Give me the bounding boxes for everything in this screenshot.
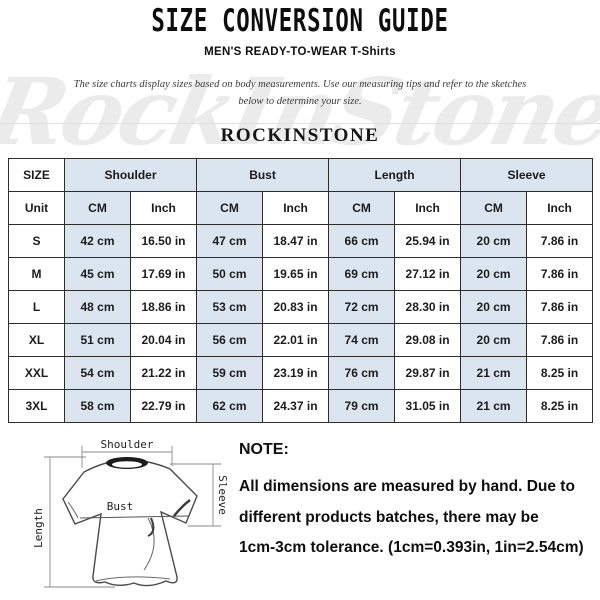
size-cell: XL: [8, 323, 65, 357]
cm-value-cell: 53 cm: [196, 290, 264, 324]
col-header-size: SIZE: [8, 158, 65, 192]
cm-value-cell: 74 cm: [328, 323, 396, 357]
diagram-shoulder-label: Shoulder: [101, 438, 154, 451]
table-row: M 45 cm 17.69 in 50 cm 19.65 in 69 cm 27.12 in…: [8, 257, 594, 291]
inch-value-cell: 24.37 in: [262, 389, 330, 423]
note-line-1: All dimensions are measured by hand. Due…: [239, 478, 575, 495]
unit-header: Unit: [8, 191, 65, 225]
cm-value-cell: 21 cm: [460, 356, 528, 390]
cm-value-cell: 48 cm: [64, 290, 131, 324]
cm-value-cell: 59 cm: [196, 356, 264, 390]
size-cell: M: [8, 257, 65, 291]
cm-value-cell: 79 cm: [328, 389, 396, 423]
inch-value-cell: 8.25 in: [526, 356, 594, 390]
inch-header-sleeve: Inch: [526, 191, 594, 225]
cm-value-cell: 47 cm: [196, 224, 264, 258]
note-line-3: 1cm-3cm tolerance. (1cm=0.393in, 1in=2.5…: [239, 539, 584, 556]
inch-value-cell: 21.22 in: [129, 356, 198, 390]
inch-value-cell: 16.50 in: [129, 224, 198, 258]
cm-value-cell: 72 cm: [328, 290, 396, 324]
tshirt-measurement-diagram: Shoulder Bust Length Sleeve: [20, 436, 236, 596]
size-conversion-table: SIZE Shoulder Bust Length Sleeve Unit CM…: [8, 158, 594, 423]
inch-value-cell: 7.86 in: [526, 290, 594, 324]
inch-value-cell: 31.05 in: [394, 389, 462, 423]
page-title: SIZE CONVERSION GUIDE: [151, 3, 449, 39]
col-header-bust: Bust: [196, 158, 330, 192]
inch-value-cell: 8.25 in: [526, 389, 594, 423]
inch-header-bust: Inch: [262, 191, 330, 225]
inch-value-cell: 19.65 in: [262, 257, 330, 291]
col-header-shoulder: Shoulder: [63, 158, 198, 192]
inch-value-cell: 22.01 in: [262, 323, 330, 357]
col-header-sleeve: Sleeve: [460, 158, 594, 192]
measurement-lines: [44, 446, 221, 588]
inch-value-cell: 23.19 in: [262, 356, 330, 390]
size-cell: XXL: [8, 356, 65, 390]
inch-value-cell: 7.86 in: [526, 224, 594, 258]
table-group-header-row: SIZE Shoulder Bust Length Sleeve: [8, 158, 594, 192]
cm-value-cell: 76 cm: [328, 356, 396, 390]
diagram-bust-label: Bust: [107, 500, 134, 513]
inch-value-cell: 25.94 in: [394, 224, 462, 258]
inch-value-cell: 18.86 in: [129, 290, 198, 324]
cm-value-cell: 51 cm: [64, 323, 131, 357]
divider-line: [0, 123, 600, 124]
cm-value-cell: 20 cm: [460, 323, 528, 357]
inch-value-cell: 17.69 in: [129, 257, 198, 291]
size-cell: 3XL: [8, 389, 65, 423]
inch-value-cell: 28.30 in: [394, 290, 462, 324]
cm-value-cell: 20 cm: [460, 224, 528, 258]
cm-header-sleeve: CM: [460, 191, 528, 225]
table-row: XL 51 cm 20.04 in 56 cm 22.01 in 74 cm 29.08 i…: [8, 323, 594, 357]
description: The size charts display sizes based on b…: [0, 76, 600, 110]
cm-value-cell: 54 cm: [64, 356, 131, 390]
table-row: XXL 54 cm 21.22 in 59 cm 23.19 in 76 cm 29.87 …: [8, 356, 594, 390]
inch-value-cell: 29.87 in: [394, 356, 462, 390]
description-line-1: The size charts display sizes based on b…: [73, 79, 527, 90]
table-unit-header-row: Unit CM Inch CM Inch CM Inch CM Inch: [8, 191, 594, 225]
cm-value-cell: 50 cm: [196, 257, 264, 291]
diagram-sleeve-label: Sleeve: [216, 475, 229, 515]
cm-value-cell: 56 cm: [196, 323, 264, 357]
cm-value-cell: 58 cm: [64, 389, 131, 423]
inch-value-cell: 20.83 in: [262, 290, 330, 324]
size-cell: S: [8, 224, 65, 258]
diagram-length-label: Length: [32, 508, 45, 548]
inch-value-cell: 7.86 in: [526, 257, 594, 291]
note-heading: NOTE:: [239, 441, 289, 458]
subtitle: MEN'S READY-TO-WEAR T-Shirts: [204, 46, 396, 58]
inch-value-cell: 22.79 in: [129, 389, 198, 423]
table-row: L 48 cm 18.86 in 53 cm 20.83 in 72 cm 28.30 in…: [8, 290, 594, 324]
cm-header-length: CM: [328, 191, 396, 225]
description-line-2: below to determine your size.: [238, 96, 362, 107]
cm-header-bust: CM: [196, 191, 264, 225]
table-row: S 42 cm 16.50 in 47 cm 18.47 in 66 cm 25.94 in…: [8, 224, 594, 258]
brand-watermark: RockInStone: [0, 58, 600, 166]
cm-value-cell: 62 cm: [196, 389, 264, 423]
table-row: 3XL 58 cm 22.79 in 62 cm 24.37 in 79 cm 31.05 …: [8, 389, 594, 423]
tshirt-sketch: [62, 457, 198, 587]
cm-value-cell: 21 cm: [460, 389, 528, 423]
inch-value-cell: 27.12 in: [394, 257, 462, 291]
inch-value-cell: 29.08 in: [394, 323, 462, 357]
cm-value-cell: 20 cm: [460, 290, 528, 324]
size-cell: L: [8, 290, 65, 324]
cm-value-cell: 45 cm: [64, 257, 131, 291]
inch-header-shoulder: Inch: [129, 191, 198, 225]
col-header-length: Length: [328, 158, 462, 192]
cm-value-cell: 66 cm: [328, 224, 396, 258]
cm-value-cell: 42 cm: [64, 224, 131, 258]
inch-header-length: Inch: [394, 191, 462, 225]
cm-value-cell: 69 cm: [328, 257, 396, 291]
note-line-2: different products batches, there may be: [239, 508, 539, 526]
inch-value-cell: 20.04 in: [129, 323, 198, 357]
brand-name: ROCKINSTONE: [220, 125, 380, 146]
note-block: NOTE: All dimensions are measured by han…: [239, 441, 595, 564]
cm-header-shoulder: CM: [64, 191, 131, 225]
cm-value-cell: 20 cm: [460, 257, 528, 291]
inch-value-cell: 7.86 in: [526, 323, 594, 357]
inch-value-cell: 18.47 in: [262, 224, 330, 258]
